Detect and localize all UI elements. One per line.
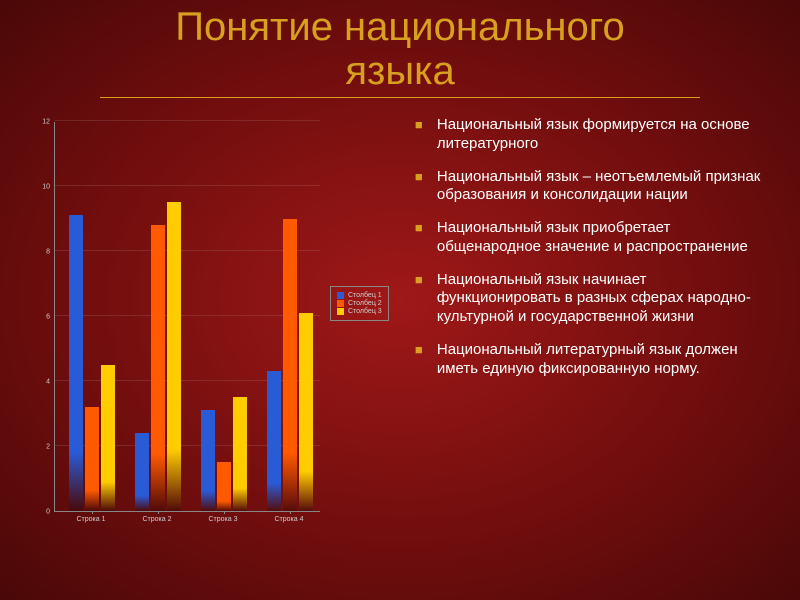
chart-x-tick (290, 511, 291, 514)
chart-x-tick-label: Строка 1 (77, 516, 106, 523)
chart-bar-group (201, 397, 247, 511)
chart-bar (201, 410, 215, 511)
content-row: 0 2 4 6 8 10 12 Строка 1 Строка 2 Строка 3 Строка… (30, 116, 770, 536)
chart-bar (135, 433, 149, 511)
chart-y-tick-label: 12 (30, 119, 50, 126)
legend-label: Столбец 3 (348, 308, 382, 315)
legend-label: Столбец 1 (348, 292, 382, 299)
chart-bar (151, 225, 165, 511)
chart-bar (69, 215, 83, 511)
chart-gridline (55, 185, 320, 186)
chart-bar-group (135, 202, 181, 511)
bullet-item: Национальный язык начинает функционирова… (415, 271, 770, 327)
chart-x-tick-label: Строка 2 (143, 516, 172, 523)
chart-bar (299, 313, 313, 511)
chart-y-tick-label: 6 (30, 314, 50, 321)
legend-swatch (337, 292, 344, 299)
chart-legend-item: Столбец 1 (337, 292, 382, 299)
chart-bar-group (69, 215, 115, 511)
chart-y-tick-label: 2 (30, 444, 50, 451)
chart-legend-item: Столбец 3 (337, 308, 382, 315)
legend-swatch (337, 300, 344, 307)
chart-x-tick-label: Строка 4 (275, 516, 304, 523)
page-title: Понятие национального языка (30, 0, 770, 93)
legend-label: Столбец 2 (348, 300, 382, 307)
title-line-2: языка (345, 49, 454, 93)
chart-legend-item: Столбец 2 (337, 300, 382, 307)
bullet-list: Национальный язык формируется на основе … (415, 116, 770, 378)
chart-x-tick (158, 511, 159, 514)
chart-bar (167, 202, 181, 511)
chart-y-tick-label: 0 (30, 509, 50, 516)
chart-x-tick-label: Строка 3 (209, 516, 238, 523)
chart-y-tick-label: 4 (30, 379, 50, 386)
bullet-item: Национальный литературный язык должен им… (415, 341, 770, 379)
legend-swatch (337, 308, 344, 315)
bullet-item: Национальный язык формируется на основе … (415, 116, 770, 154)
chart-y-tick-label: 10 (30, 184, 50, 191)
chart-bar (217, 462, 231, 511)
slide: Понятие национального языка 0 2 4 6 8 10 12 Ст… (0, 0, 800, 600)
chart-plot-area (54, 122, 320, 512)
chart-y-tick-label: 8 (30, 249, 50, 256)
bullet-item: Национальный язык приобретает общенародн… (415, 219, 770, 257)
chart-bar (233, 397, 247, 511)
chart-bar-group (267, 219, 313, 512)
chart-x-tick (224, 511, 225, 514)
bar-chart: 0 2 4 6 8 10 12 Строка 1 Строка 2 Строка 3 Строка… (30, 116, 390, 536)
title-underline (100, 97, 700, 98)
chart-column: 0 2 4 6 8 10 12 Строка 1 Строка 2 Строка 3 Строка… (30, 116, 405, 536)
chart-bar (267, 371, 281, 511)
bullet-item: Национальный язык – неотъемлемый признак… (415, 168, 770, 206)
chart-gridline (55, 120, 320, 121)
title-line-1: Понятие национального (175, 5, 624, 49)
chart-x-tick (92, 511, 93, 514)
text-column: Национальный язык формируется на основе … (415, 116, 770, 536)
chart-bar (283, 219, 297, 512)
chart-bar (85, 407, 99, 511)
chart-legend: Столбец 1Столбец 2Столбец 3 (330, 286, 389, 321)
chart-bar (101, 365, 115, 511)
